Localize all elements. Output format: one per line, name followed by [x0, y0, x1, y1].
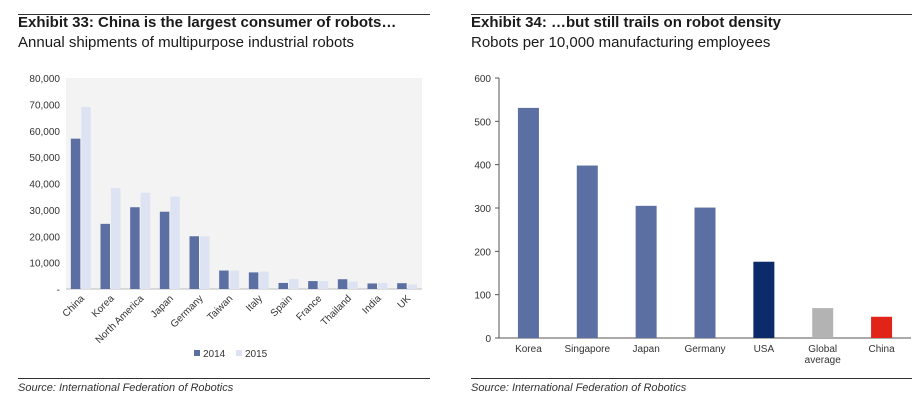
bar-2014-china — [70, 138, 81, 289]
y-tick-label: 40,000 — [29, 180, 60, 191]
x-tick-label: China — [61, 293, 88, 320]
bar-2015-france — [318, 281, 329, 289]
y-tick-label: 200 — [474, 247, 491, 258]
bar-korea — [517, 107, 539, 339]
bar-2014-thailand — [337, 279, 348, 289]
bar-2014-north-america — [130, 207, 140, 289]
exhibit-33-title: Exhibit 33: China is the largest consume… — [18, 14, 397, 31]
x-tick-label: Thailand — [319, 293, 354, 328]
y-tick-label: 400 — [474, 161, 491, 172]
y-tick-label: 300 — [474, 204, 491, 215]
exhibit-34-title: Exhibit 34: …but still trails on robot d… — [471, 14, 782, 31]
x-tick-label: USA — [754, 344, 775, 355]
y-tick-label: 30,000 — [29, 206, 60, 217]
x-tick-label: China — [869, 344, 896, 355]
x-tick-label: average — [805, 355, 842, 366]
bar-japan — [635, 205, 657, 338]
bar-china — [871, 316, 893, 338]
bar-singapore — [576, 165, 598, 338]
bar-2015-taiwan — [229, 270, 240, 289]
x-tick-label: Global — [808, 344, 837, 355]
bar-2014-france — [308, 281, 318, 289]
exhibit-33-panel: Exhibit 33: China is the largest consume… — [18, 0, 430, 406]
legend-swatch-2015 — [236, 350, 242, 356]
top-rule — [18, 14, 430, 15]
exhibit-33-subtitle: Annual shipments of multipurpose industr… — [18, 34, 355, 51]
y-tick-label: 100 — [474, 291, 491, 302]
bar-global-average — [812, 308, 834, 338]
x-tick-label: India — [361, 293, 384, 316]
bar-2015-spain — [289, 278, 299, 289]
y-tick-label: 20,000 — [29, 232, 60, 243]
y-tick-label: - — [57, 285, 60, 296]
y-tick-label: 60,000 — [29, 127, 60, 138]
y-tick-label: 500 — [474, 117, 491, 128]
x-tick-label: Singapore — [564, 344, 610, 355]
bottom-rule — [18, 378, 430, 379]
bar-2015-india — [378, 282, 388, 289]
bar-2015-china — [81, 107, 91, 289]
bar-2014-india — [367, 283, 377, 289]
x-tick-label: Japan — [149, 293, 176, 320]
y-tick-label: 50,000 — [29, 153, 60, 164]
bar-2015-north-america — [140, 192, 151, 289]
bar-2015-germany — [200, 236, 210, 289]
exhibit-34-subtitle: Robots per 10,000 manufacturing employee… — [471, 34, 771, 51]
x-tick-label: Korea — [90, 293, 117, 320]
bar-2015-korea — [111, 187, 121, 289]
bar-usa — [753, 261, 775, 338]
bar-2014-korea — [100, 223, 110, 289]
x-tick-label: Germany — [169, 293, 206, 330]
x-tick-label: Italy — [244, 293, 265, 314]
y-tick-label: 600 — [474, 74, 491, 85]
bar-2014-spain — [278, 282, 288, 289]
bar-2015-uk — [407, 284, 418, 289]
bar-2015-japan — [170, 196, 180, 289]
bar-germany — [694, 207, 716, 338]
exhibit-33-chart: - 10,000 20,000 30,000 40,000 50,000 60,000 70,… — [29, 74, 422, 360]
bar-2015-italy — [259, 271, 269, 289]
plot-area — [66, 78, 422, 289]
y-tick-label: 80,000 — [29, 74, 60, 85]
bar-2015-thailand — [348, 281, 358, 289]
bar-2014-uk — [397, 283, 407, 289]
y-tick-label: 70,000 — [29, 100, 60, 111]
x-tick-label: UK — [396, 293, 414, 311]
y-tick-label: 10,000 — [29, 259, 60, 270]
exhibit-34-panel: Exhibit 34: …but still trails on robot d… — [471, 0, 912, 406]
bar-2014-taiwan — [219, 270, 229, 289]
x-tick-label: Taiwan — [205, 293, 235, 323]
top-rule — [471, 14, 912, 15]
x-tick-label: Spain — [269, 293, 295, 319]
x-tick-label: Japan — [633, 344, 660, 355]
y-tick-label: 0 — [485, 334, 491, 345]
exhibit-33-source: Source: International Federation of Robo… — [18, 382, 234, 394]
exhibit-34-source: Source: International Federation of Robo… — [471, 382, 687, 394]
x-tick-label: Korea — [515, 344, 542, 355]
bar-2014-japan — [159, 211, 170, 289]
legend-label: 2014 — [203, 349, 226, 360]
bar-2014-germany — [189, 236, 199, 289]
x-tick-label: Germany — [684, 344, 725, 355]
bottom-rule — [471, 378, 912, 379]
exhibit-34-chart: 0 100 200 300 400 500 600 Korea Singapore Japan Ge… — [474, 74, 911, 366]
legend-swatch-2014 — [194, 350, 200, 356]
legend-label: 2015 — [245, 349, 268, 360]
bar-2014-italy — [248, 272, 259, 289]
